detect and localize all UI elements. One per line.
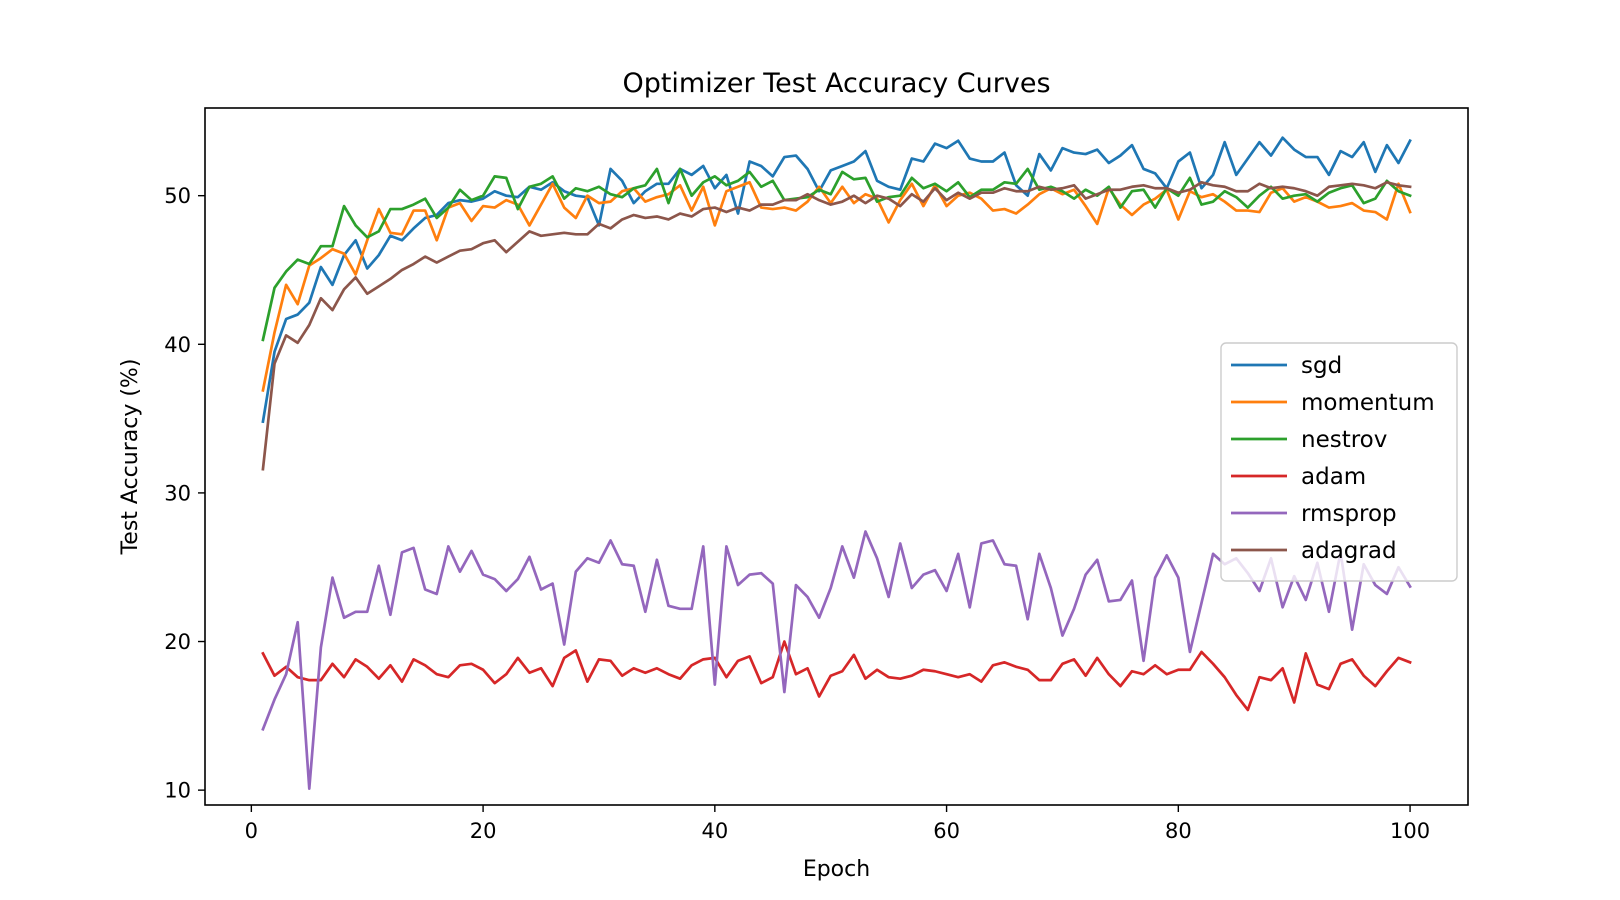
y-tick-label: 50 (164, 184, 191, 208)
x-tick-label: 0 (245, 819, 258, 843)
legend-label-nestrov: nestrov (1301, 427, 1387, 453)
series-line-sgd (261, 136, 1412, 424)
x-tick-label: 80 (1165, 819, 1192, 843)
legend-label-adagrad: adagrad (1301, 538, 1397, 564)
y-axis-label: Test Accuracy (%) (118, 359, 143, 556)
legend-label-adam: adam (1301, 464, 1366, 490)
x-tick-label: 60 (933, 819, 960, 843)
y-tick-label: 30 (164, 481, 191, 505)
series-line-adagrad (261, 180, 1412, 471)
y-tick-label: 10 (164, 779, 191, 803)
series-line-rmsprop (261, 530, 1412, 791)
x-tick-label: 20 (470, 819, 497, 843)
series-line-adam (261, 640, 1412, 712)
x-axis-label: Epoch (803, 857, 870, 882)
plot-area (204, 107, 1469, 806)
x-tick-label: 100 (1390, 819, 1430, 843)
chart-title: Optimizer Test Accuracy Curves (622, 68, 1050, 99)
y-tick-label: 40 (164, 333, 191, 357)
legend-label-sgd: sgd (1301, 353, 1342, 379)
series-line-nestrov (261, 167, 1412, 342)
y-tick-label: 20 (164, 630, 191, 654)
legend-label-rmsprop: rmsprop (1301, 501, 1397, 527)
legend-label-momentum: momentum (1301, 390, 1435, 416)
x-axis: 0 20 40 60 80 100 (245, 805, 1430, 843)
plot-frame (204, 107, 1469, 806)
legend: sgd momentum nestrov adam rmsprop adagrad (1220, 342, 1458, 582)
y-axis: 10 20 30 40 50 (164, 184, 205, 803)
x-tick-label: 40 (701, 819, 728, 843)
